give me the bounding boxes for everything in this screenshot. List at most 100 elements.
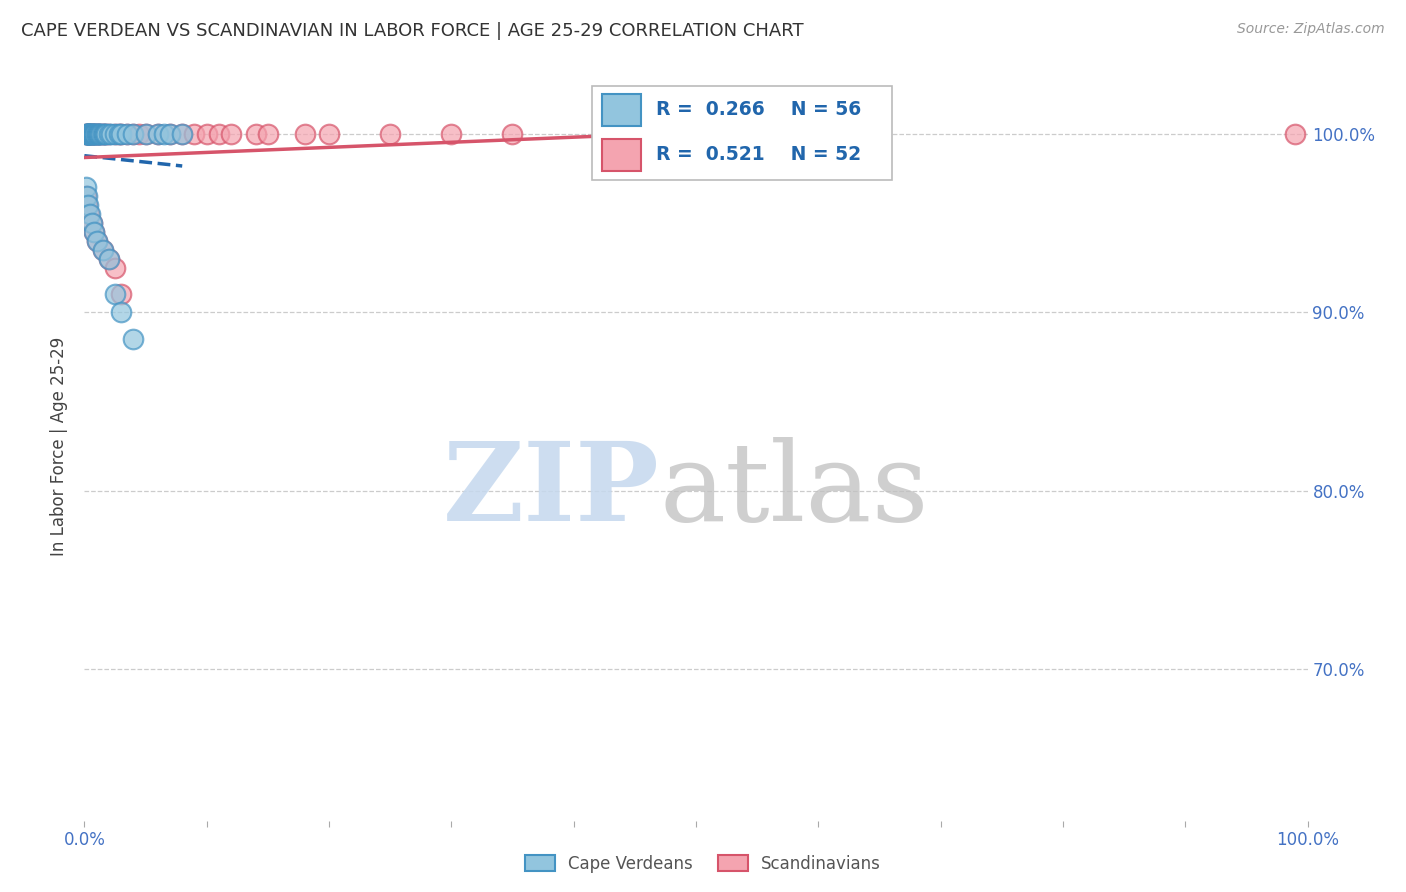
Point: [294, 127, 316, 141]
Point: [219, 127, 242, 141]
Point: [146, 127, 169, 141]
Point: [77, 127, 100, 141]
Point: [104, 287, 127, 301]
Point: [195, 127, 218, 141]
Point: [172, 127, 194, 141]
Point: [107, 127, 129, 141]
Point: [86, 127, 108, 141]
Point: [115, 127, 138, 141]
Point: [87, 127, 110, 141]
Point: [97, 252, 120, 266]
Point: [77, 127, 100, 141]
Point: [245, 127, 267, 141]
Point: [86, 127, 108, 141]
Point: [76, 127, 98, 141]
Point: [76, 127, 98, 141]
Point: [135, 127, 157, 141]
Point: [122, 332, 145, 346]
Point: [79, 127, 101, 141]
Point: [77, 127, 100, 141]
Point: [82, 127, 104, 141]
Point: [97, 127, 120, 141]
Point: [86, 234, 108, 248]
Point: [122, 127, 145, 141]
Point: [440, 127, 463, 141]
Point: [87, 127, 110, 141]
Y-axis label: In Labor Force | Age 25-29: In Labor Force | Age 25-29: [51, 336, 69, 556]
Point: [110, 287, 132, 301]
Point: [83, 127, 105, 141]
Point: [93, 127, 115, 141]
Text: R =  0.521    N = 52: R = 0.521 N = 52: [655, 145, 860, 164]
Text: R =  0.266    N = 56: R = 0.266 N = 56: [655, 100, 860, 120]
Point: [183, 127, 205, 141]
Point: [380, 127, 402, 141]
Point: [77, 207, 100, 221]
Point: [79, 127, 101, 141]
Point: [82, 127, 104, 141]
Point: [96, 127, 118, 141]
Point: [89, 127, 111, 141]
Point: [79, 127, 101, 141]
Point: [89, 127, 111, 141]
Point: [94, 127, 117, 141]
Point: [115, 127, 138, 141]
Point: [77, 127, 100, 141]
Point: [75, 189, 97, 203]
Point: [77, 127, 100, 141]
Point: [77, 127, 100, 141]
Point: [159, 127, 181, 141]
Legend: Cape Verdeans, Scandinavians: Cape Verdeans, Scandinavians: [519, 848, 887, 880]
Point: [77, 198, 100, 212]
Point: [93, 127, 115, 141]
Point: [104, 127, 127, 141]
Point: [97, 252, 120, 266]
Point: [84, 127, 107, 141]
Point: [122, 127, 145, 141]
Point: [172, 127, 194, 141]
Bar: [602, 94, 641, 126]
Point: [77, 127, 100, 141]
Point: [83, 225, 105, 239]
Point: [87, 127, 110, 141]
Point: [128, 127, 150, 141]
Point: [153, 127, 176, 141]
Point: [82, 127, 104, 141]
Point: [75, 127, 97, 141]
Point: [87, 127, 110, 141]
FancyBboxPatch shape: [592, 87, 891, 180]
Point: [107, 127, 129, 141]
Point: [110, 127, 132, 141]
Point: [91, 127, 114, 141]
Point: [76, 198, 98, 212]
Point: [80, 127, 103, 141]
Point: [76, 127, 98, 141]
Point: [83, 225, 105, 239]
Point: [91, 243, 114, 257]
Point: [83, 127, 105, 141]
Text: Source: ZipAtlas.com: Source: ZipAtlas.com: [1237, 22, 1385, 37]
Point: [100, 127, 122, 141]
Point: [91, 243, 114, 257]
Point: [80, 127, 103, 141]
Text: ZIP: ZIP: [443, 437, 659, 544]
Point: [79, 127, 101, 141]
Point: [75, 180, 97, 194]
Point: [257, 127, 280, 141]
Point: [80, 216, 103, 230]
Point: [159, 127, 181, 141]
Point: [104, 260, 127, 275]
Point: [1284, 127, 1306, 141]
Point: [97, 127, 120, 141]
Point: [77, 127, 100, 141]
Point: [86, 234, 108, 248]
Point: [75, 127, 97, 141]
Point: [502, 127, 524, 141]
Point: [84, 127, 107, 141]
Point: [86, 127, 108, 141]
Point: [87, 127, 110, 141]
Text: CAPE VERDEAN VS SCANDINAVIAN IN LABOR FORCE | AGE 25-29 CORRELATION CHART: CAPE VERDEAN VS SCANDINAVIAN IN LABOR FO…: [21, 22, 804, 40]
Point: [83, 127, 105, 141]
Point: [84, 127, 107, 141]
Point: [80, 216, 103, 230]
